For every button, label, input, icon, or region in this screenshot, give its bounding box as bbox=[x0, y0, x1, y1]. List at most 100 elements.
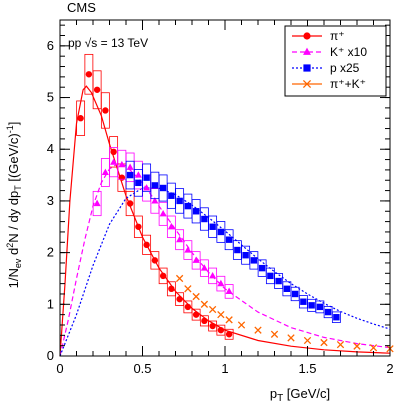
legend-label-0: π⁺ bbox=[330, 29, 345, 43]
axis-ticks: 0 0.5 1 1.5 2 0 1 2 3 4 5 6 bbox=[47, 20, 394, 376]
point-2-23 bbox=[316, 303, 324, 311]
y-tick-label: 3 bbox=[47, 193, 54, 208]
point-2-22 bbox=[308, 302, 315, 309]
fit-curve-2 bbox=[59, 187, 391, 357]
point-3-7 bbox=[237, 321, 246, 329]
point-1-5 bbox=[134, 171, 142, 178]
point-3-10 bbox=[287, 334, 295, 342]
y-axis-title-part2: d bbox=[6, 248, 21, 259]
point-2-21 bbox=[300, 298, 307, 305]
point-2-1 bbox=[135, 179, 142, 187]
point-1-9 bbox=[167, 222, 175, 230]
y-axis-title-sub-T: T bbox=[13, 185, 23, 191]
x-tick-label: 0 bbox=[56, 361, 63, 376]
point-1-16 bbox=[225, 287, 233, 294]
syst-box-1 bbox=[158, 201, 168, 226]
y-tick-label: 5 bbox=[47, 90, 54, 105]
point-1-13 bbox=[200, 264, 208, 271]
point-3-9 bbox=[270, 330, 279, 338]
point-3-2 bbox=[192, 292, 200, 301]
point-1-11 bbox=[184, 246, 192, 253]
syst-box-0 bbox=[224, 328, 234, 340]
point-1-12 bbox=[192, 256, 200, 263]
point-0-5 bbox=[118, 174, 126, 181]
legend-marker-1 bbox=[303, 47, 311, 55]
point-0-13 bbox=[184, 303, 192, 311]
point-2-0 bbox=[126, 171, 134, 179]
point-1-3 bbox=[118, 160, 126, 168]
point-2-11 bbox=[217, 228, 225, 236]
syst-box-0 bbox=[142, 234, 152, 255]
point-0-7 bbox=[135, 223, 142, 230]
point-0-0 bbox=[77, 115, 84, 122]
point-2-7 bbox=[184, 202, 192, 210]
point-1-10 bbox=[176, 235, 184, 243]
point-2-13 bbox=[234, 246, 241, 254]
point-1-15 bbox=[217, 279, 225, 287]
legend-marker-0 bbox=[303, 32, 311, 40]
point-3-12 bbox=[320, 338, 328, 347]
point-2-16 bbox=[258, 264, 266, 272]
legend-label-2: p x25 bbox=[330, 61, 360, 75]
x-tick-label: 1.5 bbox=[298, 361, 316, 376]
point-0-6 bbox=[126, 200, 134, 207]
data-points bbox=[76, 53, 394, 353]
point-2-17 bbox=[267, 272, 274, 280]
syst-box-0 bbox=[92, 70, 102, 110]
experiment-label: CMS bbox=[67, 0, 96, 15]
point-0-4 bbox=[110, 148, 117, 156]
point-0-17 bbox=[217, 326, 225, 334]
point-0-3 bbox=[102, 107, 109, 114]
syst-box-2 bbox=[274, 273, 284, 289]
x-tick-label: 2 bbox=[386, 361, 393, 376]
x-tick-label: 0.5 bbox=[133, 361, 151, 376]
point-0-16 bbox=[209, 322, 216, 330]
syst-box-1 bbox=[216, 275, 226, 292]
point-3-5 bbox=[217, 310, 225, 319]
syst-box-0 bbox=[175, 292, 185, 306]
point-3-15 bbox=[369, 344, 378, 352]
point-3-14 bbox=[353, 342, 361, 350]
syst-box-2 bbox=[224, 229, 234, 251]
legend-label-1: K⁺ x10 bbox=[330, 45, 367, 59]
point-1-0 bbox=[93, 199, 101, 207]
legend-label-3: π⁺+K⁺ bbox=[330, 77, 366, 91]
point-2-4 bbox=[159, 184, 167, 192]
y-axis-title-sup-2: 2 bbox=[5, 243, 15, 248]
y-tick-label: 1 bbox=[47, 296, 54, 311]
syst-box-0 bbox=[76, 100, 86, 136]
syst-box-2 bbox=[290, 286, 300, 302]
point-3-11 bbox=[303, 336, 312, 345]
legend-marker-3 bbox=[302, 79, 312, 89]
point-0-15 bbox=[201, 317, 208, 325]
point-0-18 bbox=[225, 331, 233, 338]
point-3-8 bbox=[254, 326, 262, 334]
point-2-3 bbox=[151, 182, 159, 189]
point-3-1 bbox=[184, 285, 192, 293]
x-axis-title: pT [GeV/c] bbox=[270, 386, 330, 404]
syst-box-0 bbox=[183, 300, 193, 314]
syst-box-1 bbox=[92, 190, 102, 217]
point-2-20 bbox=[291, 290, 299, 298]
point-1-4 bbox=[126, 163, 134, 170]
point-3-6 bbox=[225, 316, 233, 324]
point-1-1 bbox=[101, 168, 109, 176]
syst-box-2 bbox=[331, 311, 341, 323]
energy-annotation: pp √s = 13 TeV bbox=[68, 36, 148, 50]
point-2-6 bbox=[176, 197, 183, 205]
syst-box-1 bbox=[175, 229, 185, 251]
point-2-8 bbox=[192, 208, 200, 215]
point-2-24 bbox=[324, 308, 332, 316]
legend-marker-2 bbox=[303, 64, 311, 72]
y-tick-label: 4 bbox=[47, 141, 54, 156]
y-axis-title-close: ] bbox=[6, 122, 21, 126]
point-2-25 bbox=[333, 314, 340, 321]
syst-box-0 bbox=[166, 281, 176, 297]
syst-box-1 bbox=[183, 240, 193, 260]
syst-box-0 bbox=[133, 215, 143, 238]
point-3-3 bbox=[200, 300, 209, 308]
point-2-2 bbox=[143, 174, 150, 181]
point-0-14 bbox=[192, 311, 200, 318]
x-axis-title-subscript: T bbox=[277, 393, 283, 404]
